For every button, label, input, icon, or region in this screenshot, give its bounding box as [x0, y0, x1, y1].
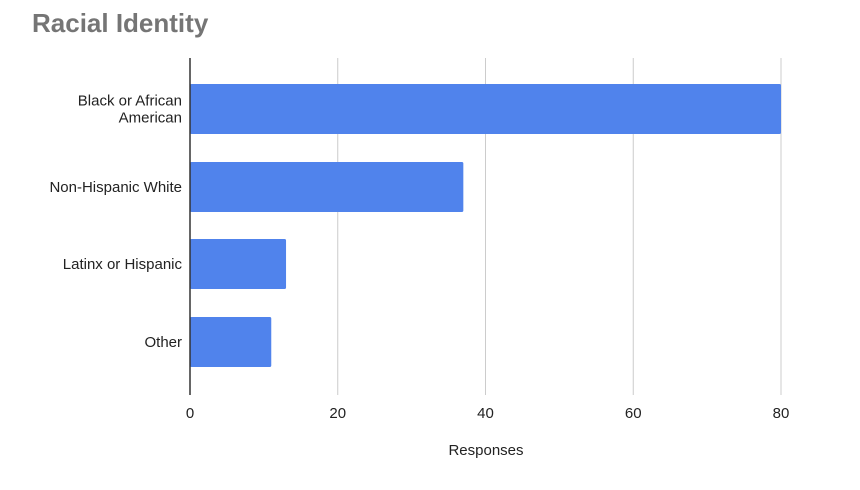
- chart-title: Racial Identity: [32, 8, 209, 38]
- y-category-label: Latinx or Hispanic: [63, 256, 183, 273]
- x-tick-label: 0: [186, 405, 194, 422]
- bar: [190, 84, 781, 134]
- x-tick-label: 40: [477, 405, 494, 422]
- bar: [190, 317, 272, 367]
- bar: [190, 239, 287, 289]
- y-category-label: Other: [144, 334, 182, 351]
- y-category-label: Black or African: [78, 93, 182, 110]
- x-tick-label: 80: [773, 405, 790, 422]
- x-tick-label: 20: [329, 405, 346, 422]
- bar: [190, 162, 464, 212]
- y-category-label: Non-Hispanic White: [49, 179, 182, 196]
- x-tick-label: 60: [625, 405, 642, 422]
- x-axis-title: Responses: [448, 442, 523, 459]
- y-category-label: American: [119, 110, 182, 127]
